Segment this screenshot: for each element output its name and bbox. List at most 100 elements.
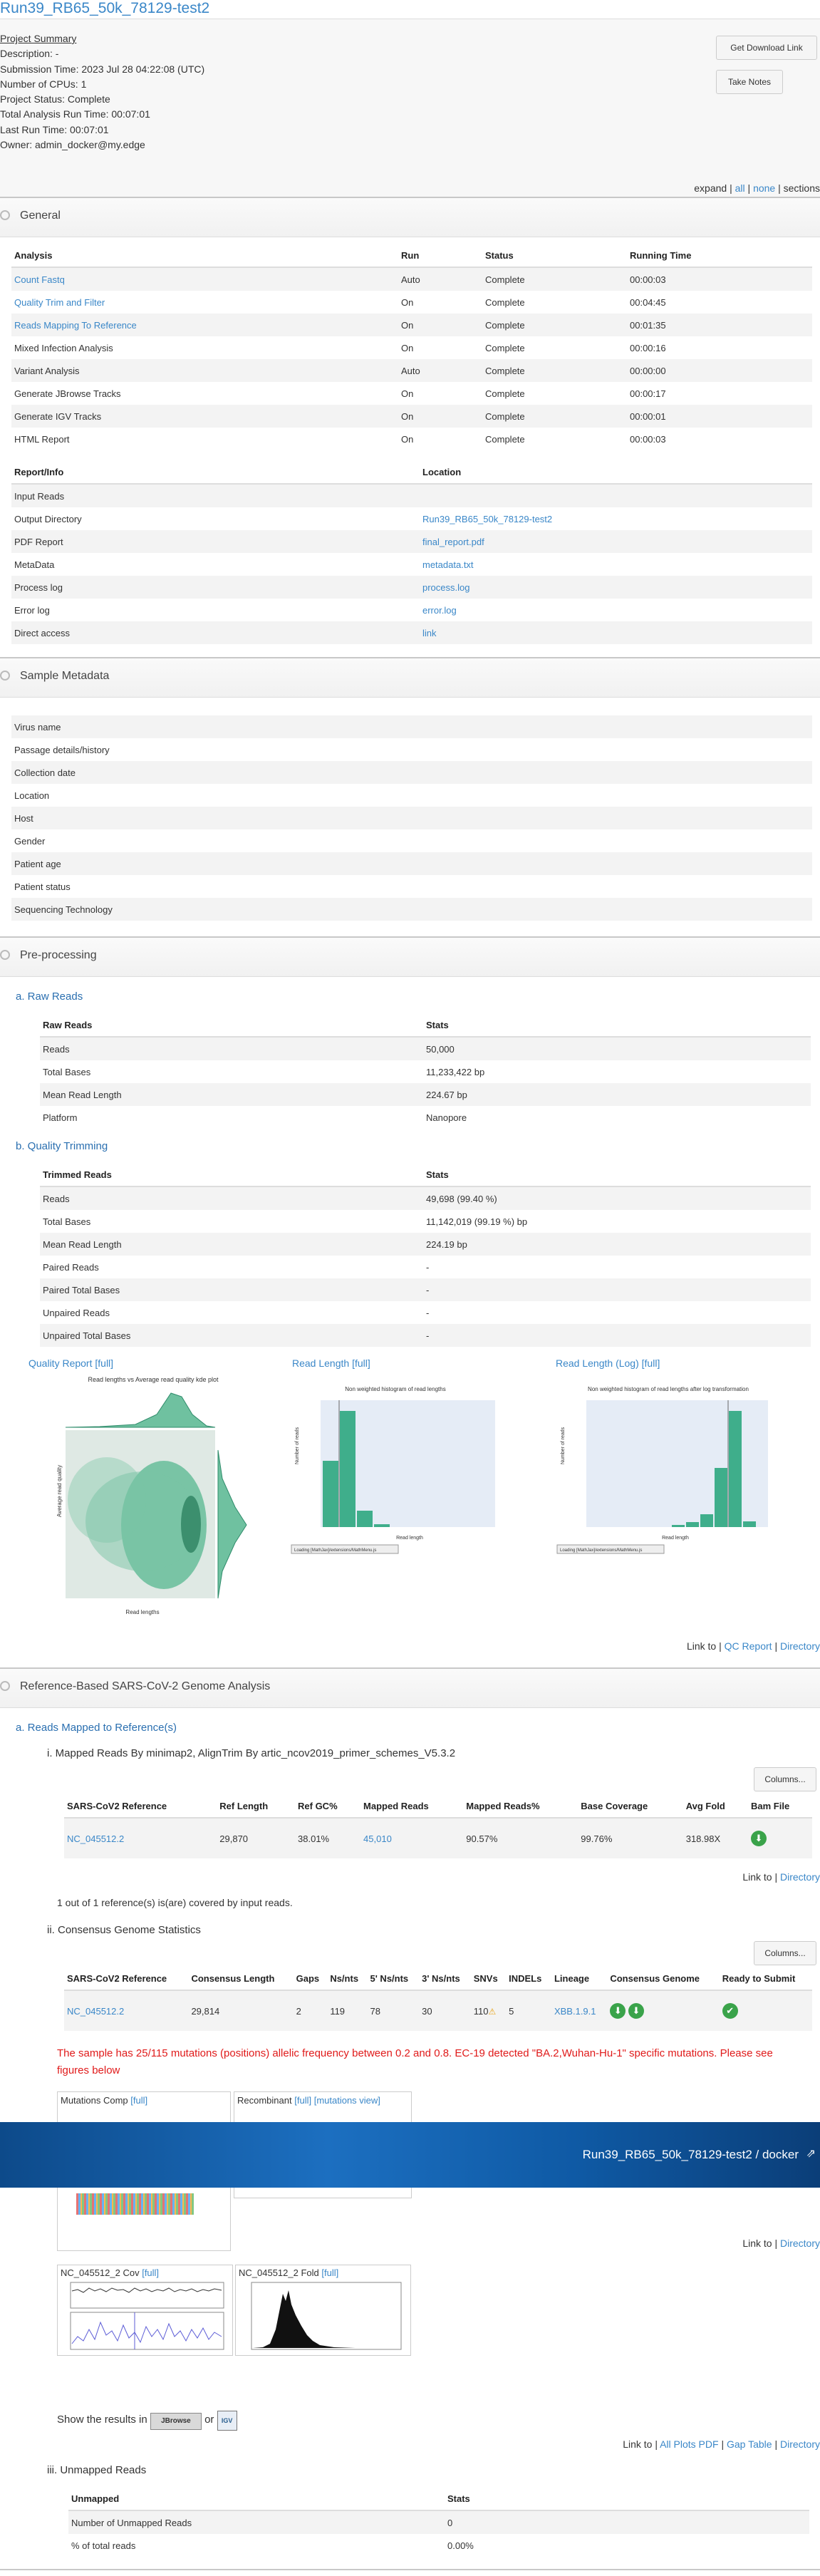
section-sample-metadata[interactable]: Sample Metadata [0, 657, 820, 698]
directory-link[interactable]: Directory [779, 2238, 820, 2249]
table-row: Direct access link [11, 621, 812, 644]
read-length-histogram[interactable]: Non weighted histogram of read lengths N… [289, 1375, 506, 1564]
columns-button[interactable]: Columns... [754, 1941, 816, 1965]
section-general[interactable]: General [0, 197, 820, 237]
expand-label: expand [694, 182, 727, 194]
lineage-link[interactable]: XBB.1.9.1 [554, 2005, 596, 2017]
reference-link[interactable]: NC_045512.2 [67, 2005, 125, 2017]
quality-trimming-heading[interactable]: b. Quality Trimming [16, 1140, 108, 1152]
pdf-report-link[interactable]: final_report.pdf [422, 536, 484, 547]
download-bam-icon[interactable]: ⬇ [751, 1831, 767, 1846]
link-to-label: Link to | [742, 2238, 778, 2249]
section-preprocessing[interactable]: Pre-processing [0, 936, 820, 977]
col-header: Consensus Length [188, 1967, 294, 1991]
columns-button[interactable]: Columns... [754, 1767, 816, 1791]
cell: 90.57% [463, 1818, 578, 1858]
cell: PDF Report [11, 530, 420, 553]
mutations-view-link[interactable]: [mutations view] [313, 2095, 380, 2106]
take-notes-button[interactable]: Take Notes [716, 70, 783, 94]
warning-icon[interactable]: ⚠ [488, 2006, 497, 2017]
col-header: Location [420, 460, 812, 485]
col-header: Ready to Submit [719, 1967, 812, 1991]
cell: Passage details/history [14, 744, 110, 755]
cell: Complete [485, 388, 525, 399]
fold-plot-label: NC_045512_2 Fold [full] [239, 2267, 338, 2278]
mapped-reads-link[interactable]: 45,010 [363, 1833, 392, 1844]
coverage-full-link[interactable]: [full] [142, 2267, 160, 2278]
fold-plot-panel[interactable]: NC_045512_2 Fold [full] [235, 2265, 411, 2356]
label: Recombinant [237, 2095, 292, 2106]
mutations-full-link[interactable]: [full] [130, 2095, 148, 2106]
analysis-link[interactable]: Count Fastq [14, 274, 65, 285]
read-length-full-link[interactable]: [full] [352, 1357, 370, 1369]
col-header: Stats [423, 1013, 811, 1038]
collapse-icon [0, 1681, 10, 1691]
download-consensus-icon[interactable]: ⬇ [628, 2003, 644, 2019]
qc-report-link[interactable]: QC Report [724, 1640, 772, 1652]
label: NC_045512_2 Cov [61, 2267, 140, 2278]
table-row: Collection date [11, 761, 812, 784]
mutations-comp-image[interactable] [57, 2188, 231, 2251]
output-directory-link[interactable]: Run39_RB65_50k_78129-test2 [422, 513, 553, 524]
col-header: SARS-CoV2 Reference [64, 1967, 189, 1991]
plots-links: Link to | All Plots PDF | Gap Table | Di… [623, 2438, 820, 2450]
direct-access-link[interactable]: link [422, 627, 437, 638]
cell: Complete [482, 314, 627, 336]
directory-link[interactable]: Directory [779, 1640, 820, 1652]
expand-all-link[interactable]: all [735, 182, 745, 194]
analysis-link[interactable]: Quality Trim and Filter [14, 296, 105, 308]
reads-mapped-heading[interactable]: a. Reads Mapped to Reference(s) [16, 1722, 177, 1734]
mapped-links: Link to | Directory [742, 1871, 820, 1883]
expand-none-link[interactable]: none [753, 182, 776, 194]
reference-link[interactable]: NC_045512.2 [67, 1833, 125, 1844]
table-row: Mean Read Length 224.19 bp [40, 1233, 811, 1256]
table-row: Generate IGV Tracks On Complete 00:00:01 [11, 405, 812, 428]
recombinant-full-link[interactable]: [full] [294, 2095, 312, 2106]
all-plots-pdf-link[interactable]: All Plots PDF [660, 2438, 719, 2450]
process-log-link[interactable]: process.log [422, 581, 470, 593]
show-results-label: Show the results in [57, 2414, 147, 2426]
directory-link[interactable]: Directory [779, 1871, 820, 1883]
summary-line: Owner: admin_docker@my.edge [0, 139, 145, 151]
mapped-reads-subheading: i. Mapped Reads By minimap2, AlignTrim B… [47, 1747, 456, 1759]
gap-table-link[interactable]: Gap Table [726, 2438, 772, 2450]
cell: Sequencing Technology [11, 898, 812, 921]
cell: Number of Unmapped Reads [68, 2510, 445, 2534]
download-consensus-icon[interactable]: ⬇ [610, 2003, 626, 2019]
quality-report-full-link[interactable]: [full] [95, 1357, 114, 1369]
cell: 0.00% [447, 2540, 474, 2551]
project-title[interactable]: Run39_RB65_50k_78129-test2 [0, 0, 210, 16]
summary-line: Last Run Time: 00:07:01 [0, 123, 109, 135]
external-link-icon[interactable]: ⇗ [806, 2148, 816, 2160]
read-length-log-full-link[interactable]: [full] [641, 1357, 660, 1369]
table-row: Passage details/history [11, 738, 812, 761]
quality-kde-plot[interactable]: Read lengths vs Average read quality kde… [56, 1372, 249, 1621]
jbrowse-button[interactable]: JBrowse [150, 2413, 202, 2430]
read-length-link[interactable]: Read Length [292, 1357, 350, 1369]
cell: HTML Report [14, 433, 70, 445]
directory-link[interactable]: Directory [779, 2438, 820, 2450]
table-row: Gender [11, 829, 812, 852]
col-header: Mapped Reads% [463, 1794, 578, 1819]
read-length-log-link[interactable]: Read Length (Log) [556, 1357, 639, 1369]
coverage-plot-panel[interactable]: NC_045512_2 Cov [full] [57, 2265, 233, 2356]
quality-report-link[interactable]: Quality Report [28, 1357, 93, 1369]
analysis-link[interactable]: Reads Mapping To Reference [14, 319, 137, 331]
recombinant-image[interactable] [234, 2188, 412, 2198]
igv-button[interactable]: IGV [217, 2411, 237, 2431]
separator: | [774, 2438, 778, 2450]
raw-reads-heading[interactable]: a. Raw Reads [16, 990, 83, 1003]
cell: 00:00:01 [627, 405, 812, 428]
read-length-log-histogram[interactable]: Non weighted histogram of read lengths a… [554, 1375, 782, 1564]
cell: Error log [14, 604, 50, 616]
cell: Mixed Infection Analysis [14, 342, 113, 353]
cell: 50,000 [423, 1037, 811, 1060]
fold-full-link[interactable]: [full] [321, 2267, 339, 2278]
get-download-link-button[interactable]: Get Download Link [716, 36, 817, 60]
cell: Mean Read Length [40, 1233, 423, 1256]
metadata-link[interactable]: metadata.txt [422, 559, 474, 570]
summary-header: Project Summary [0, 33, 77, 44]
section-reference-based[interactable]: Reference-Based SARS-CoV-2 Genome Analys… [0, 1667, 820, 1708]
error-log-link[interactable]: error.log [422, 604, 457, 616]
cell: 11,142,019 (99.19 %) bp [426, 1216, 528, 1227]
